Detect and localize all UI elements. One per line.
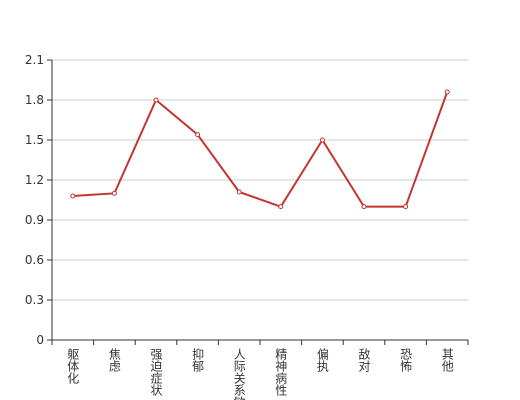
y-tick-label: 1.2 bbox=[25, 173, 44, 187]
x-tick-label: 敌对 bbox=[357, 347, 371, 372]
point bbox=[153, 97, 159, 103]
x-tick-label: 躯体化 bbox=[66, 347, 80, 385]
y-tick-label: 0 bbox=[36, 333, 44, 347]
point bbox=[444, 89, 450, 95]
line bbox=[72, 91, 449, 208]
point bbox=[236, 189, 242, 195]
y-tick-label: 0.3 bbox=[25, 293, 44, 307]
y-tick-label: 1.8 bbox=[25, 93, 44, 107]
point bbox=[319, 137, 325, 143]
y-tick-label: 0.6 bbox=[25, 253, 44, 267]
x-tick-label: 强迫症状 bbox=[149, 348, 163, 396]
point bbox=[403, 204, 409, 210]
point bbox=[278, 204, 284, 210]
y-tick-label: 0.9 bbox=[25, 213, 44, 227]
point bbox=[195, 132, 201, 138]
x-tick-label: 偏执 bbox=[315, 347, 329, 373]
y-tick-label: 2.1 bbox=[25, 53, 44, 67]
x-tick-label: 精神病性 bbox=[274, 348, 288, 397]
point bbox=[361, 204, 367, 210]
x-tick-label: 焦虑 bbox=[107, 348, 121, 372]
point bbox=[111, 190, 117, 196]
x-tick-label: 其他 bbox=[440, 348, 454, 372]
x-tick-label: 恐怖 bbox=[399, 348, 413, 372]
x-tick-label: 抑郁 bbox=[191, 347, 205, 373]
y-tick-label: 1.5 bbox=[25, 133, 44, 147]
x-tick-label: 人际关系敏感 bbox=[232, 348, 246, 400]
point bbox=[70, 193, 76, 199]
